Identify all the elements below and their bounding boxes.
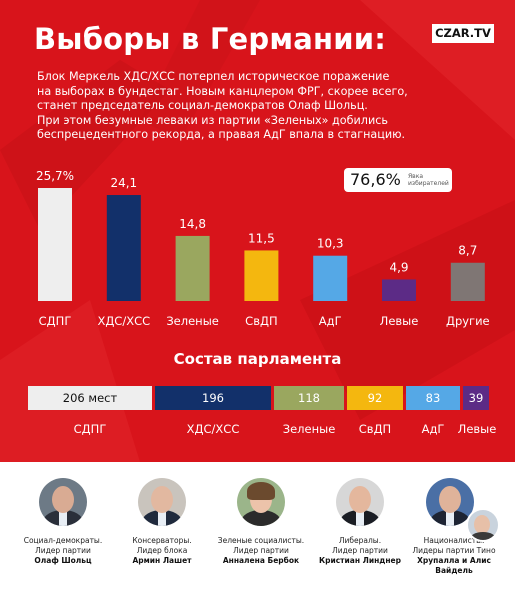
seat-label-afd: АдГ [421, 422, 445, 436]
intro-line: При этом безумные леваки из партии «Зеле… [37, 113, 388, 127]
leader-photo [138, 478, 186, 526]
leader-caption: Либералы. Лидер партии [310, 536, 410, 556]
bar-spd [38, 188, 72, 301]
leader-caption-line: Лидер партии [332, 546, 388, 555]
bar-value-label: 10,3 [317, 237, 344, 251]
category-label: АдГ [319, 314, 342, 328]
leader-card-lindner[interactable]: Либералы. Лидер партии Кристиан Линднер [310, 478, 410, 566]
header-panel: Выборы в Германии: CZAR.TV Блок Меркель … [0, 0, 515, 462]
bar-value-label: 4,9 [389, 260, 408, 274]
intro-line: Блок Меркель ХДС/ХСС потерпел историческ… [37, 70, 390, 83]
leader-photo-secondary [466, 508, 500, 542]
seat-segment-spd: 206 мест [28, 386, 152, 410]
bar-others [450, 262, 485, 301]
leader-photo [426, 478, 474, 526]
turnout-value: 76,6% [350, 170, 401, 189]
leader-photo [336, 478, 384, 526]
intro-line: на выборах в бундестаг. Новым канцлером … [37, 84, 408, 98]
category-label: Другие [446, 314, 490, 328]
leader-caption-line: Лидеры партии Тино [412, 546, 496, 555]
leader-caption-line: Либералы. [338, 536, 382, 545]
seat-segment-greens: 118 [274, 386, 344, 410]
leader-card-baerbock[interactable]: Зеленые социалисты. Лидер партии Аннален… [211, 478, 311, 566]
seat-label-left: Левые [457, 422, 497, 436]
intro-text: Блок Меркель ХДС/ХСС потерпел историческ… [37, 70, 477, 143]
leader-card-scholz[interactable]: Социал-демократы. Лидер партии Олаф Шоль… [13, 478, 113, 566]
intro-line: станет председатель социал-демократов Ол… [37, 99, 368, 112]
seat-label-greens: Зеленые [282, 422, 336, 436]
seat-segment-afd: 83 [406, 386, 460, 410]
leader-caption-line: Социал-демократы. [23, 536, 103, 545]
brand-logo[interactable]: CZAR.TV [432, 24, 494, 43]
leader-caption-line: Националисты. [423, 536, 485, 545]
seat-label-fdp: СвДП [358, 422, 392, 436]
bar-left [382, 279, 416, 301]
bar-value-label: 14,8 [179, 217, 206, 231]
leader-photo [237, 478, 285, 526]
leader-name: Хрупалла и Алис Вайдель [417, 556, 491, 575]
bar-value-label: 24,1 [110, 176, 137, 190]
leader-name: Кристиан Линднер [318, 556, 402, 565]
leader-caption: Зеленые социалисты. Лидер партии [211, 536, 311, 556]
bar-greens [175, 235, 210, 301]
seat-label-spd: СДПГ [73, 422, 107, 436]
seat-label-cdu: ХДС/ХСС [186, 422, 240, 436]
leader-caption-line: Зеленые социалисты. [217, 536, 305, 545]
leader-name: Олаф Шольц [34, 556, 92, 565]
bar-value-label: 11,5 [248, 231, 275, 245]
intro-line: беспрецедентного рекорда, а правая АдГ в… [37, 128, 406, 141]
bar-value-label: 25,7% [36, 169, 74, 183]
leader-caption: Националисты. Лидеры партии Тино [404, 536, 504, 556]
results-bar-chart: 25,7% СДПГ 24,1 ХДС/ХСС 14,8 Зеленые 11,5 СвДП 1… [36, 169, 490, 328]
category-label: СвДП [245, 314, 277, 328]
bar-afd [313, 255, 348, 301]
leader-card-laschet[interactable]: Консерваторы. Лидер блока Армин Лашет [112, 478, 212, 566]
leader-photo [39, 478, 87, 526]
leader-name: Анналена Бербок [222, 556, 300, 565]
seat-segment-left: 39 [463, 386, 489, 410]
category-label: СДПГ [39, 314, 72, 328]
parliament-title: Состав парламента [173, 350, 342, 368]
bar-value-label: 8,7 [458, 244, 477, 258]
page-title: Выборы в Германии: [34, 22, 387, 56]
leader-caption-line: Консерваторы. [132, 536, 192, 545]
turnout-label: Явка избирателей [408, 173, 449, 187]
leader-name: Армин Лашет [132, 556, 192, 565]
leader-caption-line: Лидер партии [233, 546, 289, 555]
leader-caption: Социал-демократы. Лидер партии [13, 536, 113, 556]
seat-segment-cdu: 196 [155, 386, 271, 410]
bar-cdu [106, 195, 141, 301]
category-label: Зеленые [166, 314, 219, 328]
turnout-badge: 76,6% Явка избирателей [344, 168, 452, 192]
category-label: ХДС/ХСС [97, 314, 150, 328]
leader-caption-line: Лидер блока [136, 546, 188, 555]
leader-card-afd[interactable]: Националисты. Лидеры партии Тино Хрупалл… [404, 478, 504, 576]
category-label: Левые [380, 314, 419, 328]
leader-caption: Консерваторы. Лидер блока [112, 536, 212, 556]
bar-fdp [244, 250, 279, 301]
seat-segment-fdp: 92 [347, 386, 403, 410]
leader-caption-line: Лидер партии [35, 546, 91, 555]
